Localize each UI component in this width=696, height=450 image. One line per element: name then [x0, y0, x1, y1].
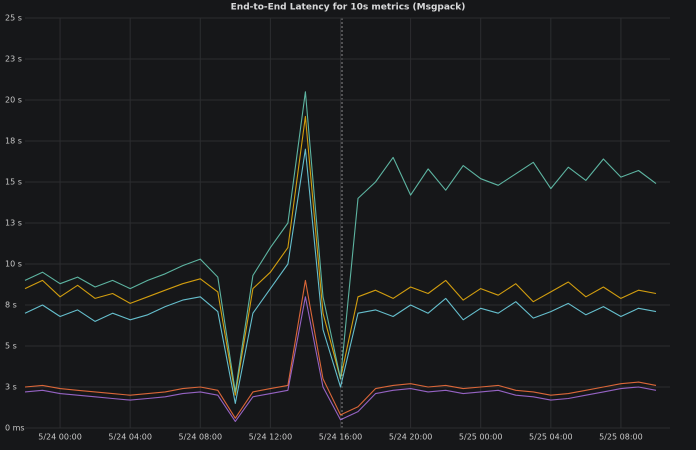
series-line [24, 148, 657, 404]
x-tick-label: 5/25 00:00 [459, 433, 503, 442]
y-tick-label: 15 s [5, 178, 22, 187]
x-tick-label: 5/24 20:00 [389, 433, 433, 442]
y-tick-label: 8 s [5, 301, 17, 310]
series-line [24, 91, 657, 393]
x-tick-label: 5/25 08:00 [599, 433, 643, 442]
y-tick-label: 18 s [5, 137, 22, 146]
x-tick-label: 5/24 04:00 [108, 433, 152, 442]
y-tick-label: 10 s [5, 260, 22, 269]
chart-title: End-to-End Latency for 10s metrics (Msgp… [231, 3, 466, 13]
y-tick-label: 20 s [5, 96, 22, 105]
y-tick-label: 23 s [5, 55, 22, 64]
x-tick-label: 5/24 00:00 [38, 433, 82, 442]
series-line [24, 296, 657, 422]
y-tick-label: 25 s [5, 14, 22, 23]
grid [25, 17, 670, 429]
y-tick-label: 0 ms [5, 424, 25, 433]
y-tick-label: 5 s [5, 342, 17, 351]
y-tick-label: 13 s [5, 219, 22, 228]
y-tick-label: 3 s [5, 383, 17, 392]
x-tick-label: 5/24 12:00 [249, 433, 293, 442]
x-tick-label: 5/24 16:00 [319, 433, 363, 442]
x-tick-label: 5/25 04:00 [529, 433, 573, 442]
series-line [24, 279, 657, 419]
x-tick-label: 5/24 08:00 [178, 433, 222, 442]
